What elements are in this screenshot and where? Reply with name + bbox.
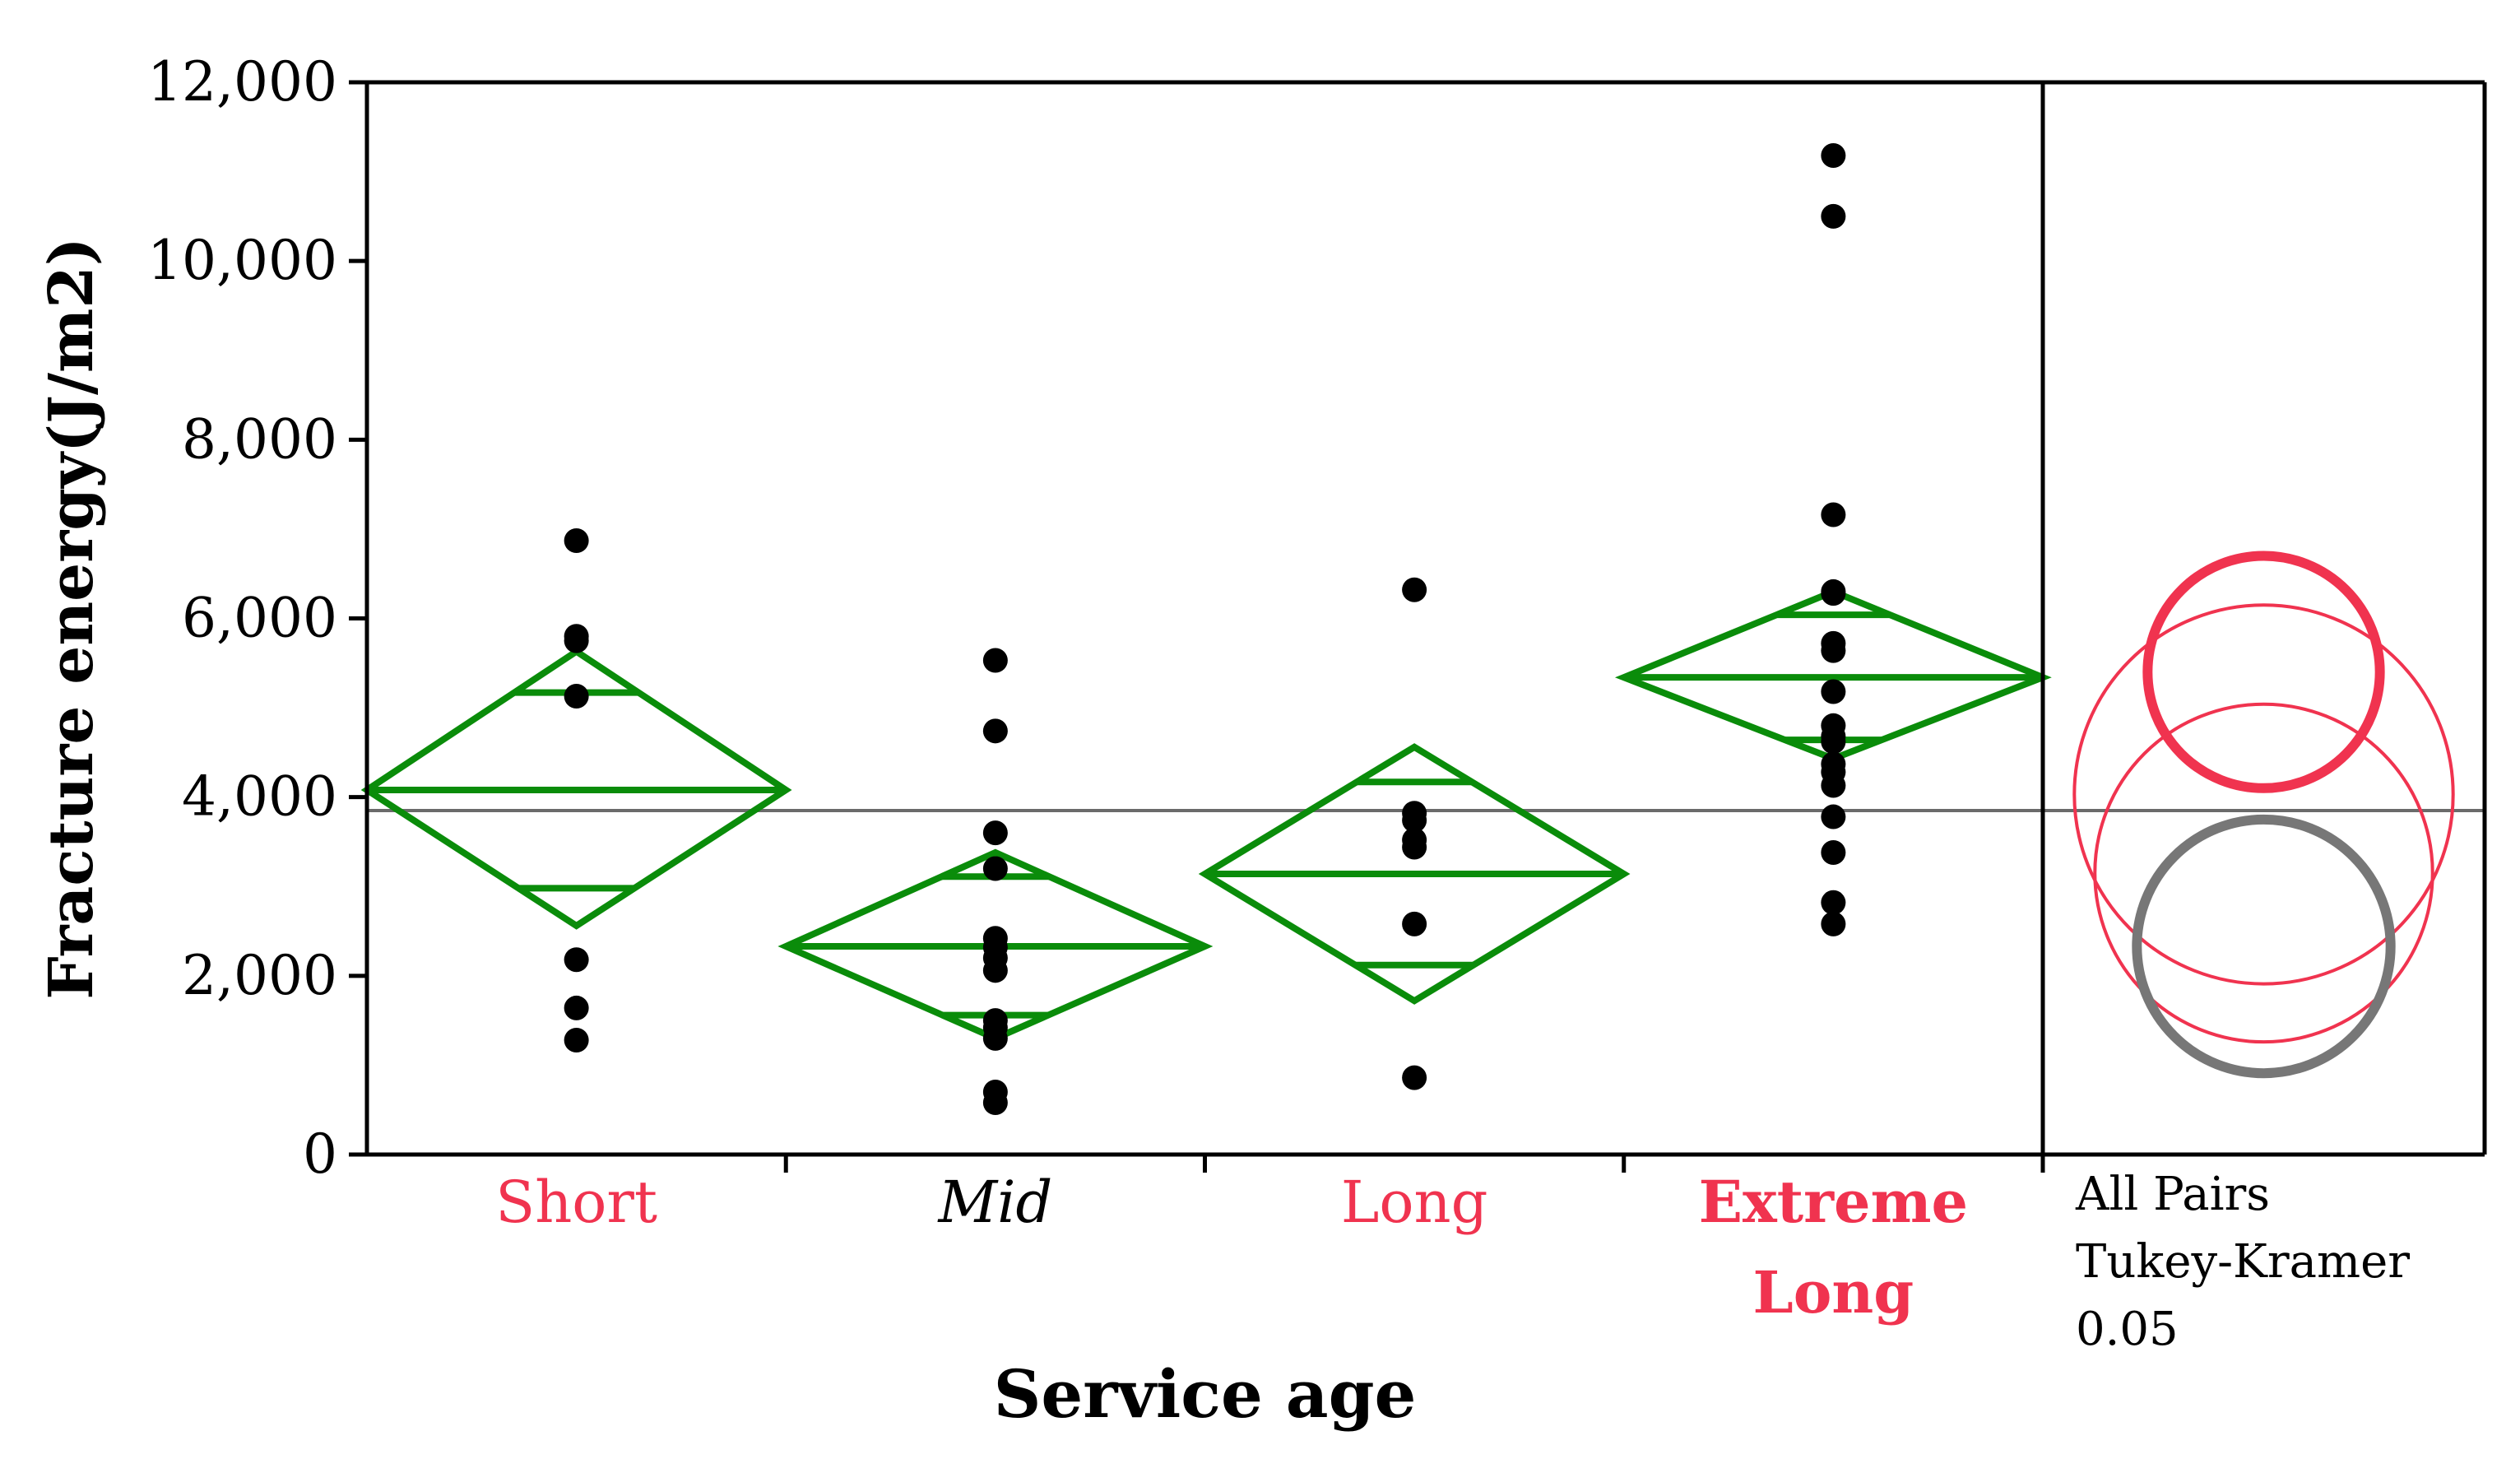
data-point <box>1821 581 1846 606</box>
y-tick-label: 0 <box>303 1122 337 1186</box>
y-tick-label: 8,000 <box>182 407 337 471</box>
data-point <box>982 820 1008 846</box>
data-point <box>1821 890 1846 915</box>
data-point <box>982 1090 1008 1116</box>
data-point <box>564 995 589 1020</box>
data-point <box>1402 834 1427 860</box>
data-point <box>1402 577 1427 602</box>
comparison-circle-extreme-long <box>2142 551 2385 793</box>
data-point <box>982 718 1008 744</box>
comparison-caption-line: All Pairs <box>2075 1168 2270 1221</box>
comparison-circle-mid <box>2132 814 2396 1079</box>
x-category-label: Mid <box>936 1169 1052 1236</box>
data-point <box>982 958 1008 983</box>
data-point <box>1821 638 1846 663</box>
data-point <box>1402 1065 1427 1090</box>
data-point <box>1821 911 1846 936</box>
axis-labels: 0 2,000 4,000 6,000 8,000 10,000 12,000 Short Mi… <box>36 50 2410 1433</box>
y-tick-label: 10,000 <box>147 229 337 292</box>
x-category-label: Short <box>495 1169 657 1236</box>
data-point <box>564 683 589 709</box>
data-point <box>1821 143 1846 169</box>
data-point <box>982 856 1008 881</box>
comparison-circles <box>2072 551 2455 1079</box>
comparison-circle-short <box>2072 603 2455 986</box>
y-tick-label: 6,000 <box>182 587 337 650</box>
x-category-label-line: Short <box>495 1169 657 1236</box>
x-category-label-line: Long <box>1341 1169 1488 1236</box>
x-category-label-line: Mid <box>936 1169 1052 1236</box>
data-point <box>564 528 589 554</box>
y-tick-label: 2,000 <box>182 944 337 1007</box>
data-point <box>1821 804 1846 829</box>
data-point <box>982 648 1008 673</box>
comparison-caption-line: Tukey-Kramer <box>2076 1235 2410 1289</box>
data-point <box>564 1028 589 1053</box>
data-point <box>1402 911 1427 936</box>
means-diamonds <box>360 588 2052 1043</box>
axes <box>349 80 2487 1173</box>
data-point <box>564 947 589 973</box>
y-axis-title: Fracture energy(J/m2) <box>36 237 107 1000</box>
x-category-label-line: Extreme <box>1699 1168 1968 1236</box>
x-category-label-line: Long <box>1753 1258 1914 1327</box>
data-point <box>1821 839 1846 865</box>
data-points <box>564 143 1846 1116</box>
means-diamond-0 <box>360 647 792 930</box>
data-point <box>982 1025 1008 1051</box>
comparison-caption-line: 0.05 <box>2076 1303 2179 1356</box>
comparison-circle-caption: All Pairs Tukey-Kramer 0.05 <box>2075 1168 2410 1356</box>
y-tick-label: 4,000 <box>182 765 337 829</box>
data-point <box>1821 679 1846 704</box>
x-category-label: Extreme Long <box>1699 1168 1968 1327</box>
data-point <box>1821 773 1846 798</box>
x-axis-title: Service age <box>994 1355 1417 1433</box>
data-point <box>564 628 589 653</box>
comparison-circle-long <box>2093 702 2434 1044</box>
data-point <box>1821 729 1846 755</box>
y-tick-label: 12,000 <box>147 50 337 114</box>
data-point <box>1821 502 1846 527</box>
means-diamond-2 <box>1198 743 1631 1005</box>
data-point <box>1402 807 1427 833</box>
data-point <box>1821 203 1846 229</box>
x-category-label: Long <box>1341 1169 1488 1236</box>
